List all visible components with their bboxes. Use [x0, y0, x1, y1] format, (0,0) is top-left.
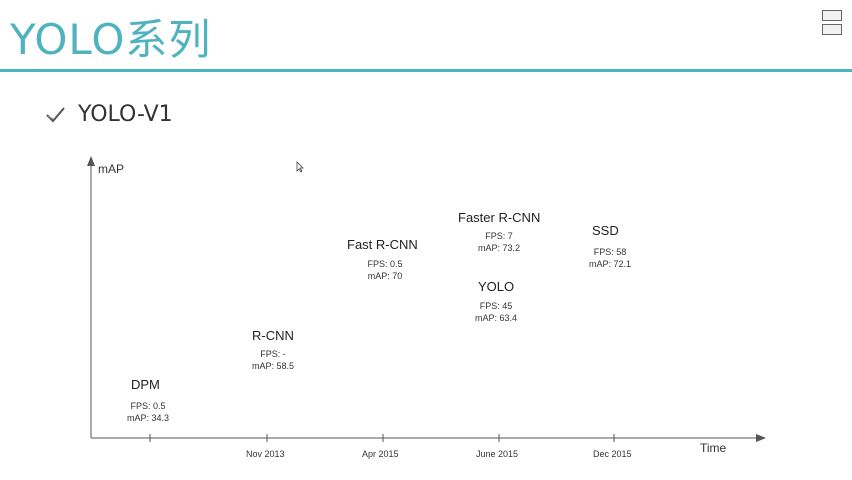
point-stats-dpm: FPS: 0.5 mAP: 34.3 [118, 400, 178, 424]
slide-title: YOLO系列 [10, 15, 212, 64]
fps-value: FPS: - [260, 349, 286, 359]
header-divider [0, 69, 852, 72]
fps-value: FPS: 0.5 [130, 401, 166, 411]
point-label-fast-rcnn: Fast R-CNN [347, 237, 418, 252]
bullet-item: YOLO-V1 [44, 102, 173, 127]
map-value: mAP: 63.4 [474, 313, 518, 323]
x-tick-label: June 2015 [476, 449, 519, 459]
point-label-yolo: YOLO [478, 279, 515, 294]
window-corner-icon[interactable] [822, 10, 844, 36]
point-label-faster-rcnn: Faster R-CNN [458, 210, 541, 225]
x-axis-label: Time [700, 441, 727, 455]
map-value: mAP: 34.3 [126, 413, 170, 423]
map-value: mAP: 72.1 [588, 259, 632, 269]
map-value: mAP: 58.5 [251, 361, 295, 371]
point-label-dpm: DPM [131, 377, 160, 392]
fps-value: FPS: 0.5 [367, 259, 403, 269]
map-value: mAP: 70 [367, 271, 403, 281]
map-value: mAP: 73.2 [477, 243, 521, 253]
point-stats-ssd: FPS: 58 mAP: 72.1 [580, 246, 640, 270]
point-stats-faster-rcnn: FPS: 7 mAP: 73.2 [469, 230, 529, 254]
slide-header: YOLO系列 [0, 0, 852, 72]
fps-value: FPS: 45 [479, 301, 513, 311]
x-tick-label: Nov 2013 [246, 449, 285, 459]
point-stats-rcnn: FPS: - mAP: 58.5 [243, 348, 303, 372]
check-icon [46, 106, 65, 122]
point-stats-fast-rcnn: FPS: 0.5 mAP: 70 [355, 258, 415, 282]
fps-value: FPS: 58 [593, 247, 627, 257]
point-label-ssd: SSD [592, 223, 619, 238]
mouse-cursor-icon [296, 161, 304, 173]
point-label-rcnn: R-CNN [252, 328, 294, 343]
point-stats-yolo: FPS: 45 mAP: 63.4 [466, 300, 526, 324]
x-tick-label: Apr 2015 [362, 449, 399, 459]
y-axis-label: mAP [98, 162, 125, 176]
fps-value: FPS: 7 [485, 231, 513, 241]
y-axis-arrow [87, 156, 95, 166]
bullet-text: YOLO-V1 [78, 102, 173, 127]
x-axis-arrow [756, 434, 766, 442]
x-tick-label: Dec 2015 [593, 449, 632, 459]
